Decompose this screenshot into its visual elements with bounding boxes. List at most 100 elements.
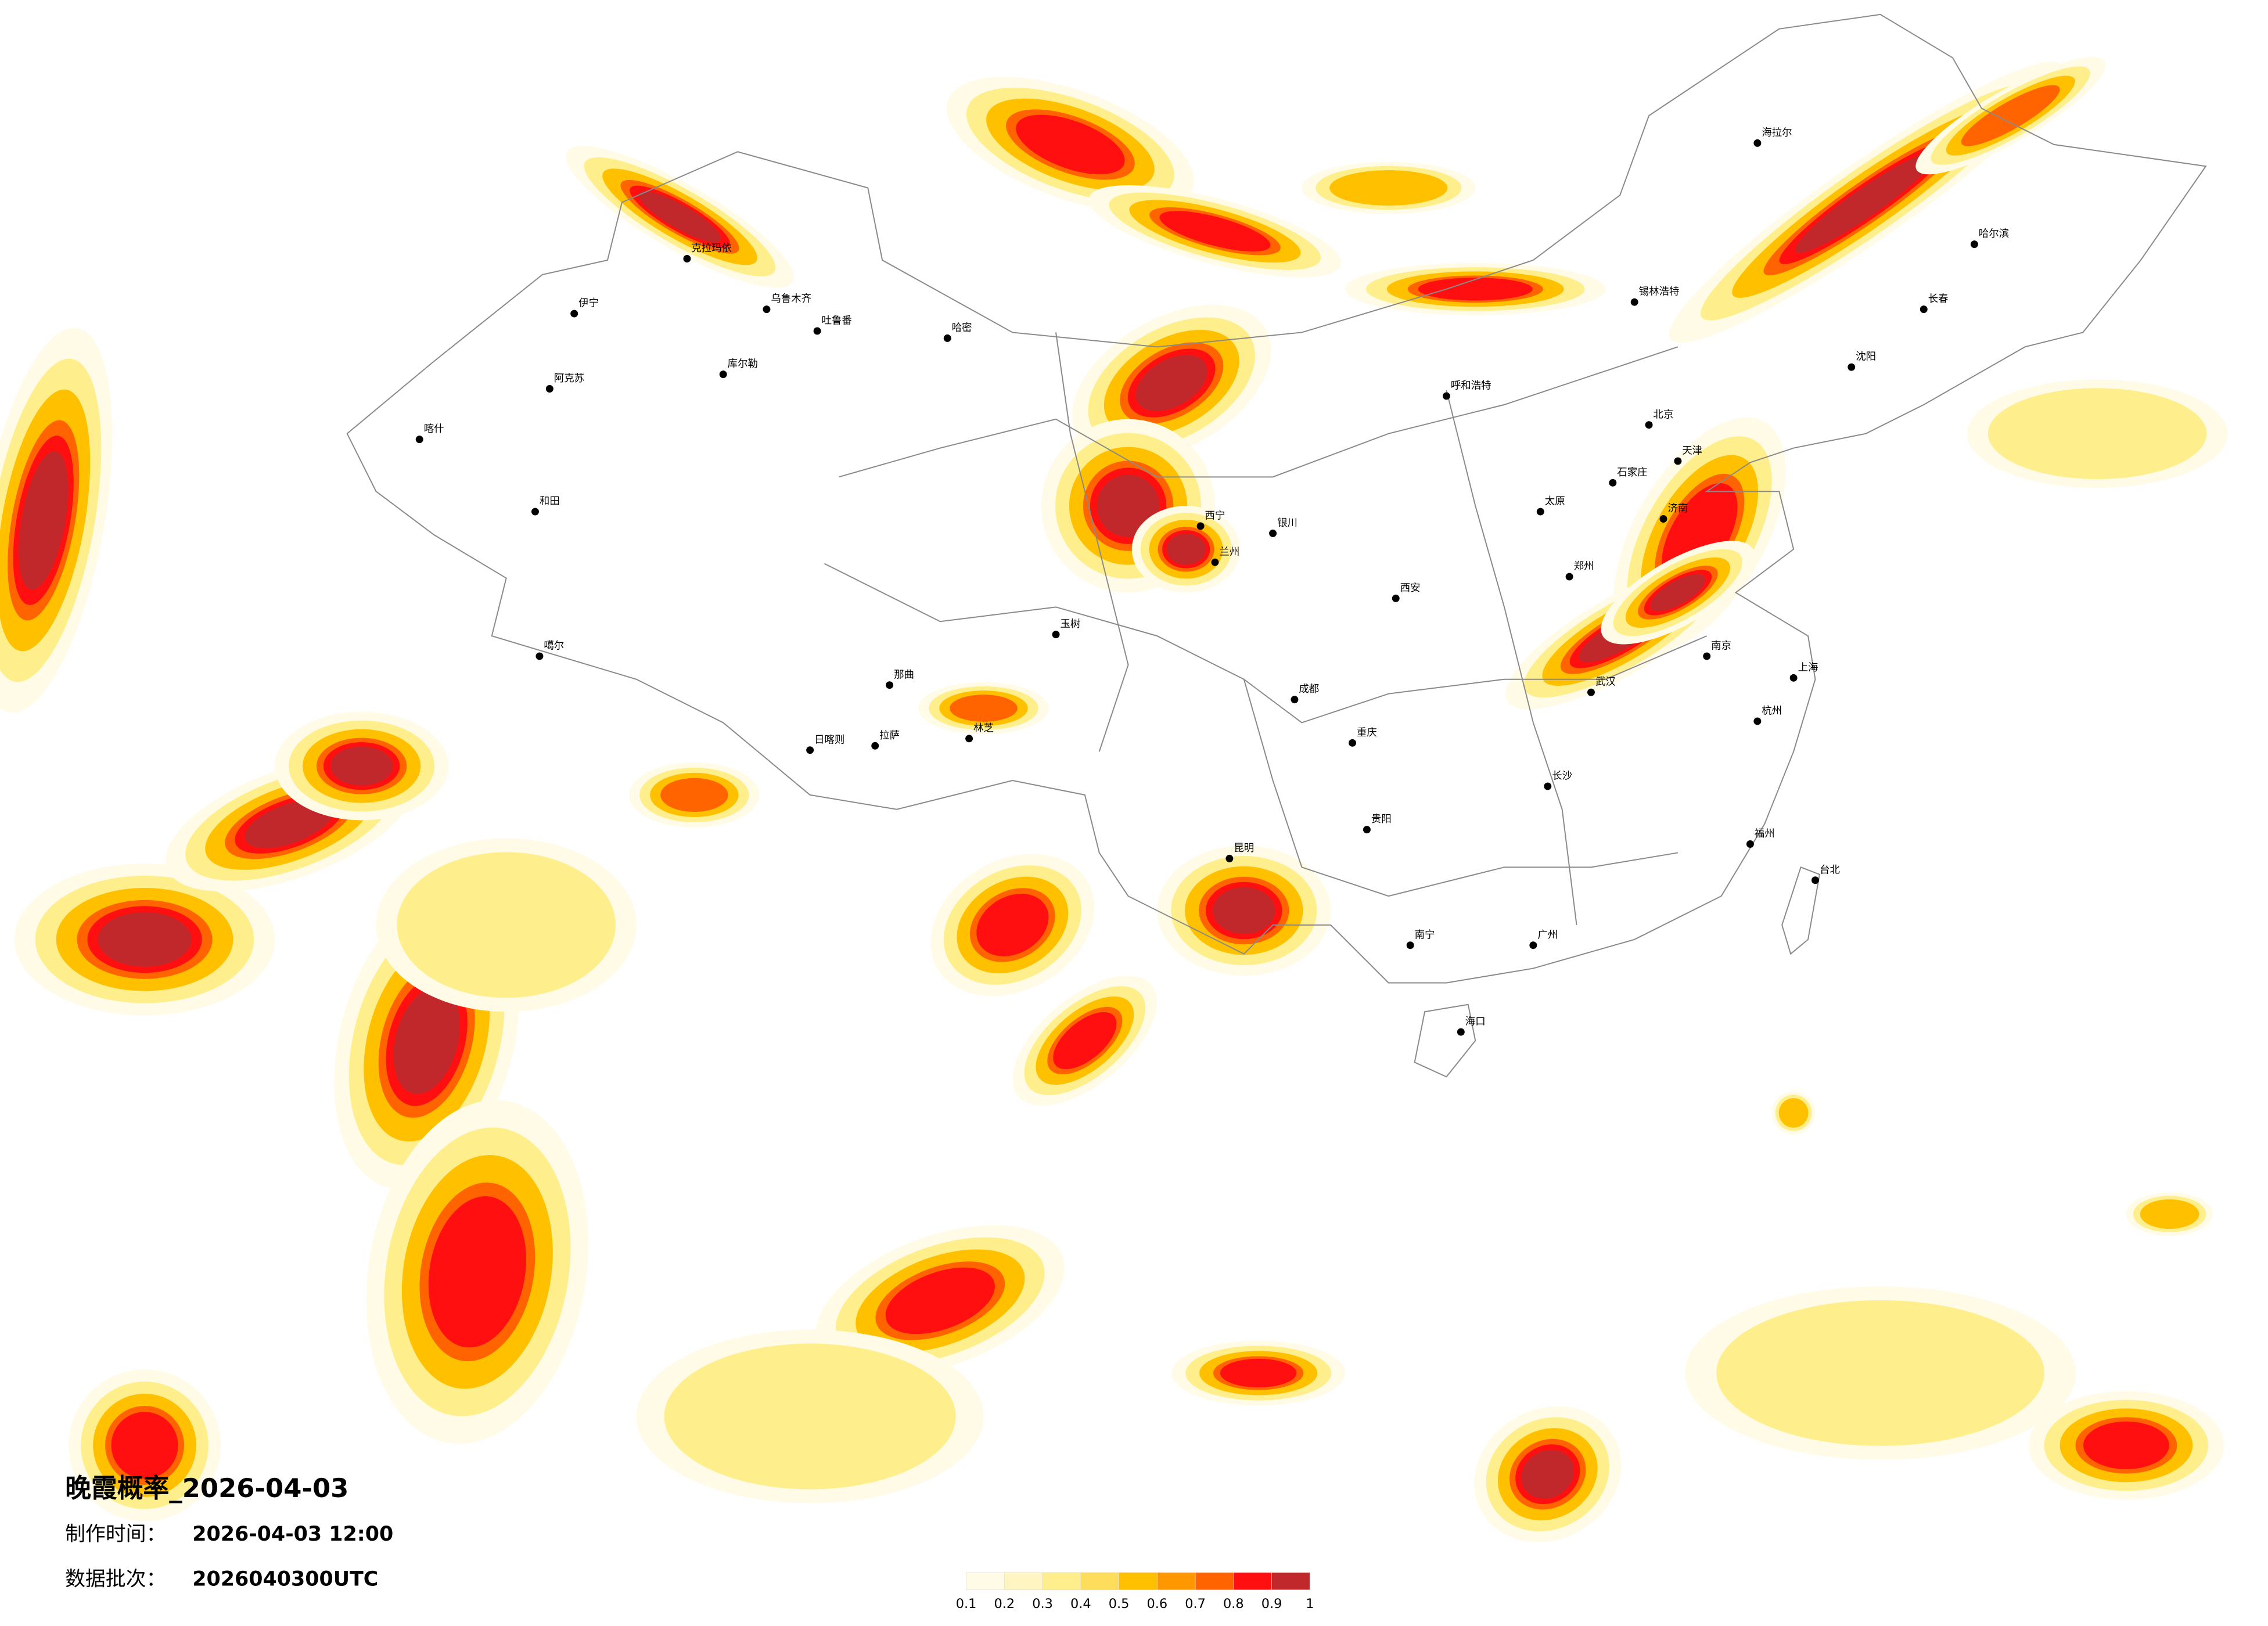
city-dot [1753,717,1762,725]
probability-patch [1166,533,1206,565]
city-label: 太原 [1545,496,1565,508]
legend: 0.1 0.2 0.3 0.4 0.5 0.6 0.7 0.8 0.9 1 [956,1572,1314,1611]
batch: 2026040300UTC [192,1567,378,1591]
city-dot [806,746,814,754]
city-label: 北京 [1654,409,1674,420]
probability-patch [393,987,461,1094]
legend-swatch [1233,1572,1272,1591]
probability-patch [245,799,334,848]
city-dot [1406,941,1414,949]
city-label: 南宁 [1415,929,1435,941]
city-dot [719,370,727,379]
city-dot [1544,782,1552,790]
city-label: 库尔勒 [728,358,758,370]
province-border [1055,332,1129,752]
probability-patch [885,1267,995,1334]
city-label: 兰州 [1219,546,1239,558]
city-label: 克拉玛依 [691,243,732,254]
city-label: 玉树 [1060,618,1080,630]
legend-swatch [1119,1572,1158,1591]
legend-tick-label: 0.7 [1185,1596,1206,1611]
probability-patch [1961,85,2060,146]
probability-patch [2140,1199,2199,1229]
city-dot [1587,688,1595,696]
country-border [346,13,2207,984]
city-dot [1536,508,1544,516]
legend-swatch [1195,1572,1234,1591]
city-dot [1196,522,1205,530]
probability-patch [638,191,721,243]
city-label: 喀什 [424,423,444,435]
probability-patch [111,1412,178,1479]
probability-patch [1135,355,1207,412]
city-label: 杭州 [1762,706,1782,717]
city-dot [1457,1028,1465,1036]
province-border [1243,679,1678,897]
probability-patch [428,1196,526,1348]
city-dot [1211,558,1219,566]
made-time: 2026-04-03 12:00 [192,1523,393,1546]
city-dot [1052,631,1060,639]
probability-patch [98,912,192,967]
city-label: 阿克苏 [554,373,584,384]
probability-patch [2083,1421,2169,1469]
probability-field [0,57,2228,1542]
city-label: 吐鲁番 [822,315,852,327]
city-dot [1789,674,1798,682]
legend-tick-label: 0.8 [1223,1596,1244,1611]
probability-patch [950,695,1018,722]
city-dot [871,742,879,750]
borders [346,13,2207,1078]
legend-swatch [1004,1572,1043,1591]
probability-patch [660,778,728,812]
city-label: 郑州 [1574,561,1594,573]
city-dot [1674,457,1682,465]
city-label: 乌鲁木齐 [771,293,811,305]
city-label: 上海 [1798,662,1818,674]
city-label: 呼和浩特 [1451,380,1491,392]
probability-patch [19,451,69,590]
city-label: 台北 [1820,864,1840,876]
legend-tick-label: 0.5 [1109,1596,1130,1611]
city-dot [1753,139,1762,147]
city-dot [1565,573,1573,581]
probability-patch [397,852,616,998]
probability-patch [1716,1300,2044,1446]
city-label: 噶尔 [544,641,564,652]
probability-patch [1521,1449,1575,1499]
city-dot [1349,739,1357,747]
city-dot [1529,941,1537,949]
city-dot [1811,876,1819,884]
city-label: 海拉尔 [1762,127,1792,139]
legend-tick-label: 0.3 [1032,1596,1053,1611]
city-dot [1645,421,1653,429]
city-label: 银川 [1277,517,1297,529]
probability-patch [1212,887,1275,934]
city-dot [1291,696,1299,704]
city-dot [813,327,821,335]
city-label: 西安 [1400,582,1421,594]
legend-tick-label: 0.4 [1070,1596,1091,1611]
city-dot [545,385,553,393]
legend-tick-label: 0.2 [994,1596,1015,1611]
legend-swatch [1042,1572,1081,1591]
city-label: 成都 [1299,684,1319,695]
city-dot [1363,826,1371,834]
legend-swatch [1156,1572,1196,1591]
city-label: 西宁 [1205,510,1225,522]
city-dot [531,508,539,516]
legend-tick-label: 0.1 [956,1596,977,1611]
city-label: 昆明 [1234,843,1254,854]
probability-patch [1053,1012,1117,1070]
city-label: 沈阳 [1856,351,1876,363]
probability-patch [1016,114,1125,175]
probability-patch [1159,211,1271,252]
probability-patch [1329,170,1448,206]
city-label: 伊宁 [578,298,599,310]
probability-patch [664,1343,956,1490]
probability-patch [1650,574,1706,611]
city-label: 长沙 [1552,771,1572,782]
city-dot [965,735,973,743]
city-dot [415,436,423,444]
